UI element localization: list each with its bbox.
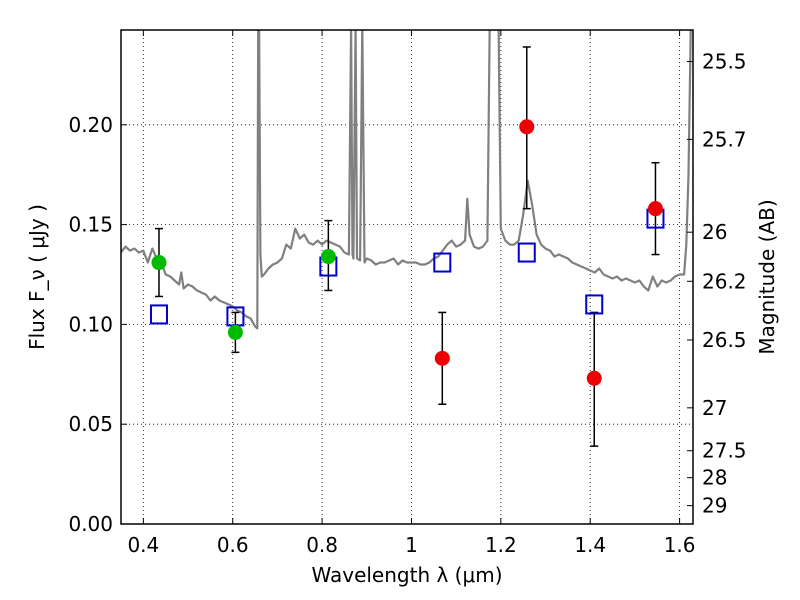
y-axis-label: Flux F_ν ( μJy ) <box>25 204 49 350</box>
right-tick-label: 27.5 <box>702 439 747 463</box>
plot-background <box>121 30 693 524</box>
plot-frame <box>120 29 694 525</box>
model-spectrum-line <box>121 30 692 330</box>
red-data-point <box>519 119 535 135</box>
data-layer <box>121 30 692 447</box>
right-tick-label: 26.2 <box>702 269 747 293</box>
model-square-point <box>433 252 452 273</box>
right-axis-label: Magnitude (AB) <box>755 199 779 354</box>
x-tick-label: 1 <box>405 533 418 557</box>
green-data-point <box>227 324 243 340</box>
right-tick-label: 25.5 <box>702 50 747 74</box>
x-tick-label: 1.4 <box>574 533 606 557</box>
red-data-point <box>647 201 663 217</box>
red-data-point <box>434 350 450 366</box>
x-tick-label: 0.6 <box>217 533 249 557</box>
model-square-point <box>517 242 536 263</box>
x-tick-label: 0.4 <box>127 533 159 557</box>
right-tick-label: 28 <box>702 466 727 490</box>
right-tick-label: 25.7 <box>702 127 747 151</box>
right-tick-label: 26.5 <box>702 328 747 352</box>
x-tick-label: 1.2 <box>485 533 517 557</box>
right-tick-label: 29 <box>702 494 727 518</box>
green-data-point <box>151 255 167 271</box>
red-data-point <box>586 370 602 386</box>
y-tick-label: 0.00 <box>68 512 113 536</box>
axis-ticks: 0.4 0.6 0.8 1 1.2 1.4 1.6 0.00 0.05 0.10 0.15 0.20 2… <box>68 30 747 557</box>
y-tick-label: 0.05 <box>68 412 113 436</box>
model-square-point <box>585 294 604 315</box>
x-tick-label: 0.8 <box>306 533 338 557</box>
green-data-point <box>320 249 336 265</box>
x-axis-label: Wavelength λ (μm) <box>311 563 502 587</box>
y-tick-label: 0.15 <box>68 213 113 237</box>
y-tick-label: 0.10 <box>68 312 113 336</box>
y-tick-label: 0.20 <box>68 113 113 137</box>
right-tick-label: 27 <box>702 396 727 420</box>
model-square-point <box>149 304 168 325</box>
right-tick-label: 26 <box>702 220 727 244</box>
x-tick-label: 1.6 <box>664 533 696 557</box>
